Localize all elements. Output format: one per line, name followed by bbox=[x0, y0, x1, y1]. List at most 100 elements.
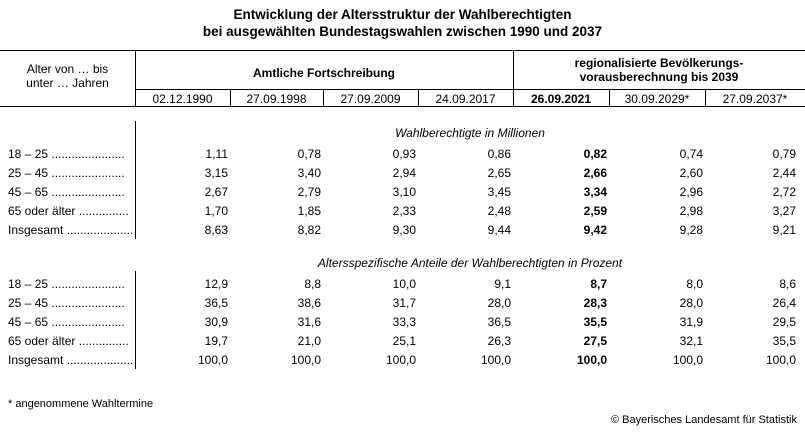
table-cell: 2,96 bbox=[679, 185, 703, 199]
table-cell: 8,7 bbox=[590, 277, 607, 291]
table-cell: 0,82 bbox=[583, 147, 607, 161]
table-cell: 9,1 bbox=[494, 277, 511, 291]
table-cell: 28,0 bbox=[679, 296, 703, 310]
row-label: 65 oder älter ............... bbox=[8, 334, 129, 348]
table-cell: 3,27 bbox=[772, 204, 796, 218]
date-header: 02.12.1990 bbox=[152, 92, 213, 106]
title-line-2: bei ausgewählten Bundestagswahlen zwisch… bbox=[202, 24, 603, 39]
table-cell: 0,86 bbox=[487, 147, 511, 161]
table-cell: 2,60 bbox=[679, 166, 703, 180]
table-cell: 100,0 bbox=[480, 353, 511, 367]
table-cell: 0,93 bbox=[392, 147, 416, 161]
table-cell: 3,15 bbox=[204, 166, 228, 180]
table-cell: 28,0 bbox=[487, 296, 511, 310]
table-cell: 0,79 bbox=[772, 147, 796, 161]
table-cell: 8,63 bbox=[204, 223, 228, 237]
table-cell: 2,72 bbox=[772, 185, 796, 199]
table-title: Entwicklung der Altersstruktur der Wahlb… bbox=[0, 6, 805, 40]
table-cell: 100,0 bbox=[672, 353, 703, 367]
row-label: 25 – 45 ...................... bbox=[8, 166, 125, 180]
table-cell: 9,42 bbox=[583, 223, 607, 237]
table-cell: 3,10 bbox=[392, 185, 416, 199]
table-cell: 12,9 bbox=[204, 277, 228, 291]
body-divider-2 bbox=[135, 271, 136, 369]
table-cell: 8,8 bbox=[304, 277, 321, 291]
date-divider-6 bbox=[705, 90, 706, 106]
table-cell: 2,48 bbox=[487, 204, 511, 218]
table-cell: 38,6 bbox=[297, 296, 321, 310]
table-cell: 21,0 bbox=[297, 334, 321, 348]
table-cell: 31,7 bbox=[392, 296, 416, 310]
row-label: 45 – 65 ...................... bbox=[8, 315, 125, 329]
row-label: 65 oder älter ............... bbox=[8, 204, 129, 218]
table-cell: 2,65 bbox=[487, 166, 511, 180]
table-cell: 26,3 bbox=[487, 334, 511, 348]
row-label: 45 – 65 ...................... bbox=[8, 185, 125, 199]
table-cell: 33,3 bbox=[392, 315, 416, 329]
table-cell: 32,1 bbox=[679, 334, 703, 348]
table-cell: 2,59 bbox=[583, 204, 607, 218]
table-cell: 8,0 bbox=[686, 277, 703, 291]
table-cell: 25,1 bbox=[392, 334, 416, 348]
table-cell: 31,6 bbox=[297, 315, 321, 329]
table-cell: 100,0 bbox=[290, 353, 321, 367]
table-cell: 35,5 bbox=[772, 334, 796, 348]
date-divider-3 bbox=[418, 90, 419, 106]
section-title-prozent: Altersspezifische Anteile der Wahlberech… bbox=[317, 256, 623, 270]
row-label: Insgesamt ..................... bbox=[8, 223, 132, 237]
group-header-vorausberechnung: regionalisierte Bevölkerungs- vorausbere… bbox=[574, 56, 744, 84]
date-header: 24.09.2017 bbox=[435, 92, 496, 106]
table-cell: 30,9 bbox=[204, 315, 228, 329]
date-header: 30.09.2029* bbox=[624, 92, 690, 106]
date-header: 27.09.2009 bbox=[340, 92, 401, 106]
table-cell: 100,0 bbox=[197, 353, 228, 367]
table-cell: 0,74 bbox=[679, 147, 703, 161]
table-cell: 36,5 bbox=[204, 296, 228, 310]
body-divider-1 bbox=[135, 121, 136, 239]
table-cell: 10,0 bbox=[392, 277, 416, 291]
table-cell: 8,6 bbox=[779, 277, 796, 291]
table-cell: 2,94 bbox=[392, 166, 416, 180]
row-label-divider bbox=[135, 51, 136, 106]
table-cell: 31,9 bbox=[679, 315, 703, 329]
table-cell: 9,28 bbox=[679, 223, 703, 237]
date-divider-2 bbox=[323, 90, 324, 106]
table-cell: 2,67 bbox=[204, 185, 228, 199]
table-cell: 2,33 bbox=[392, 204, 416, 218]
section-title-millionen: Wahlberechtigte in Millionen bbox=[395, 126, 545, 140]
table-cell: 0,78 bbox=[297, 147, 321, 161]
table-cell: 19,7 bbox=[204, 334, 228, 348]
table-cell: 35,5 bbox=[583, 315, 607, 329]
table-cell: 3,45 bbox=[487, 185, 511, 199]
date-divider-1 bbox=[230, 90, 231, 106]
table-cell: 2,66 bbox=[583, 166, 607, 180]
table-cell: 100,0 bbox=[765, 353, 796, 367]
table-cell: 100,0 bbox=[576, 353, 607, 367]
table-cell: 100,0 bbox=[385, 353, 416, 367]
header-bottom-rule bbox=[0, 106, 805, 107]
table-cell: 1,11 bbox=[205, 147, 228, 161]
table-cell: 3,34 bbox=[583, 185, 607, 199]
footnote: * angenommene Wahltermine bbox=[8, 398, 154, 410]
table-cell: 9,44 bbox=[487, 223, 511, 237]
table-cell: 3,40 bbox=[297, 166, 321, 180]
table-cell: 27,5 bbox=[583, 334, 607, 348]
row-label: 18 – 25 ...................... bbox=[8, 147, 125, 161]
group-header-amtliche: Amtliche Fortschreibung bbox=[252, 66, 395, 80]
date-divider-5 bbox=[609, 90, 610, 106]
row-label: 25 – 45 ...................... bbox=[8, 296, 125, 310]
table-cell: 2,79 bbox=[297, 185, 321, 199]
table-cell: 2,44 bbox=[772, 166, 796, 180]
row-label: 18 – 25 ...................... bbox=[8, 277, 125, 291]
date-header: 26.09.2021 bbox=[530, 92, 592, 106]
group-divider bbox=[513, 51, 514, 106]
row-label-header: Alter von … bis unter … Jahren bbox=[26, 62, 109, 90]
table-cell: 9,30 bbox=[392, 223, 416, 237]
title-line-1: Entwicklung der Altersstruktur der Wahlb… bbox=[233, 7, 572, 22]
table-cell: 9,21 bbox=[772, 223, 796, 237]
table-cell: 1,85 bbox=[297, 204, 321, 218]
date-header: 27.09.1998 bbox=[246, 92, 307, 106]
top-rule bbox=[0, 50, 805, 51]
table-cell: 28,3 bbox=[583, 296, 607, 310]
date-header: 27.09.2037* bbox=[722, 92, 788, 106]
